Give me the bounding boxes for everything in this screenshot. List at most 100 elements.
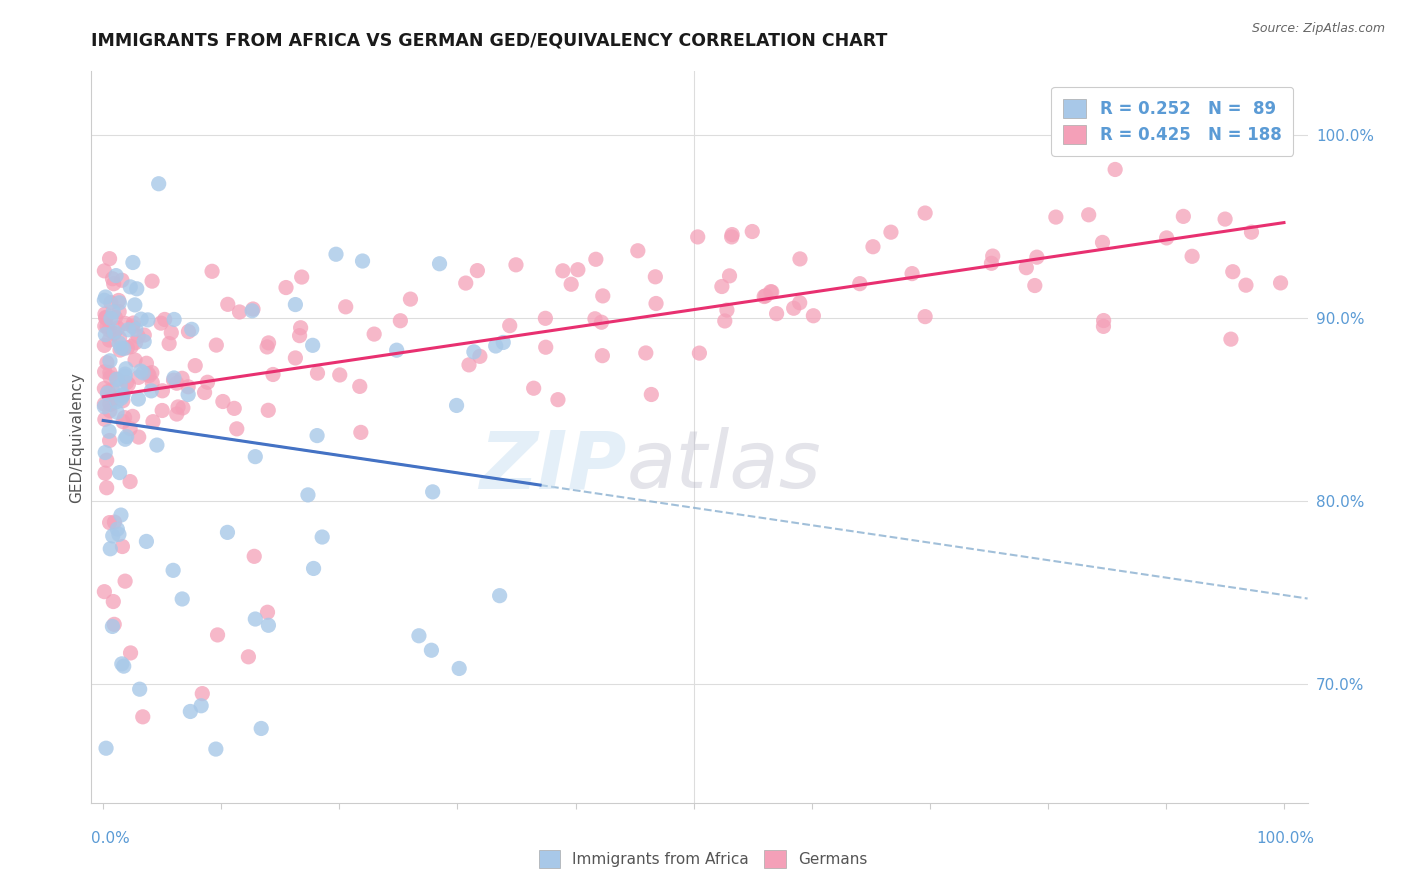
Point: [93, 381, 115, 395]
Point: [172, 591, 194, 606]
Point: [108, 336, 131, 351]
Point: [228, 305, 250, 319]
Point: [108, 466, 131, 480]
Point: [129, 312, 152, 326]
Point: [184, 359, 207, 373]
Point: [98, 541, 121, 556]
Point: [789, 252, 811, 266]
Point: [534, 311, 557, 326]
Point: [96, 356, 118, 370]
Point: [103, 325, 125, 339]
Point: [180, 322, 202, 336]
Point: [98, 370, 121, 384]
Point: [297, 488, 319, 502]
Point: [112, 659, 135, 673]
Point: [350, 425, 373, 440]
Point: [100, 295, 122, 310]
Point: [98, 397, 121, 411]
Point: [149, 316, 172, 330]
Point: [488, 589, 510, 603]
Point: [114, 410, 136, 425]
Point: [1024, 278, 1046, 293]
Point: [96, 453, 118, 467]
Point: [94, 445, 117, 459]
Point: [170, 371, 193, 385]
Point: [108, 304, 131, 318]
Point: [117, 323, 139, 337]
Point: [634, 346, 657, 360]
Point: [765, 307, 787, 321]
Point: [591, 349, 613, 363]
Point: [449, 661, 471, 675]
Point: [125, 282, 148, 296]
Point: [446, 399, 468, 413]
Point: [148, 177, 170, 191]
Point: [534, 340, 557, 354]
Point: [389, 314, 412, 328]
Point: [103, 305, 125, 319]
Point: [94, 741, 117, 756]
Point: [1173, 210, 1195, 224]
Point: [307, 428, 329, 442]
Point: [120, 340, 142, 354]
Point: [284, 351, 307, 365]
Point: [94, 319, 117, 334]
Point: [136, 313, 159, 327]
Point: [1104, 162, 1126, 177]
Point: [114, 369, 136, 384]
Point: [100, 389, 122, 403]
Point: [567, 262, 589, 277]
Legend: Immigrants from Africa, Germans: Immigrants from Africa, Germans: [531, 843, 875, 875]
Point: [110, 508, 132, 522]
Point: [127, 329, 149, 343]
Point: [93, 365, 115, 379]
Point: [591, 315, 613, 329]
Point: [329, 368, 352, 382]
Point: [163, 371, 186, 385]
Point: [105, 405, 128, 419]
Point: [103, 277, 125, 291]
Point: [256, 605, 278, 619]
Point: [108, 343, 131, 357]
Point: [849, 277, 872, 291]
Point: [789, 295, 811, 310]
Point: [141, 384, 163, 398]
Point: [105, 522, 128, 536]
Point: [94, 307, 117, 321]
Text: 0.0%: 0.0%: [91, 831, 131, 846]
Point: [205, 338, 228, 352]
Point: [124, 335, 146, 350]
Point: [467, 263, 489, 277]
Point: [499, 318, 522, 333]
Point: [981, 249, 1004, 263]
Point: [111, 657, 134, 671]
Point: [98, 366, 121, 380]
Point: [153, 312, 176, 326]
Point: [257, 618, 280, 632]
Point: [980, 256, 1002, 270]
Point: [103, 326, 125, 341]
Text: atlas: atlas: [627, 427, 821, 506]
Point: [125, 322, 148, 336]
Point: [132, 366, 155, 380]
Point: [716, 303, 738, 318]
Point: [152, 384, 174, 398]
Point: [290, 320, 312, 334]
Point: [217, 525, 239, 540]
Point: [101, 619, 124, 633]
Point: [1091, 235, 1114, 250]
Point: [523, 381, 546, 395]
Point: [157, 336, 180, 351]
Point: [120, 646, 142, 660]
Point: [110, 391, 132, 405]
Point: [166, 376, 188, 391]
Point: [224, 401, 246, 416]
Point: [492, 335, 515, 350]
Point: [141, 376, 163, 390]
Point: [114, 317, 136, 331]
Point: [94, 412, 117, 426]
Point: [307, 366, 329, 380]
Point: [94, 290, 117, 304]
Point: [172, 401, 194, 415]
Point: [197, 376, 219, 390]
